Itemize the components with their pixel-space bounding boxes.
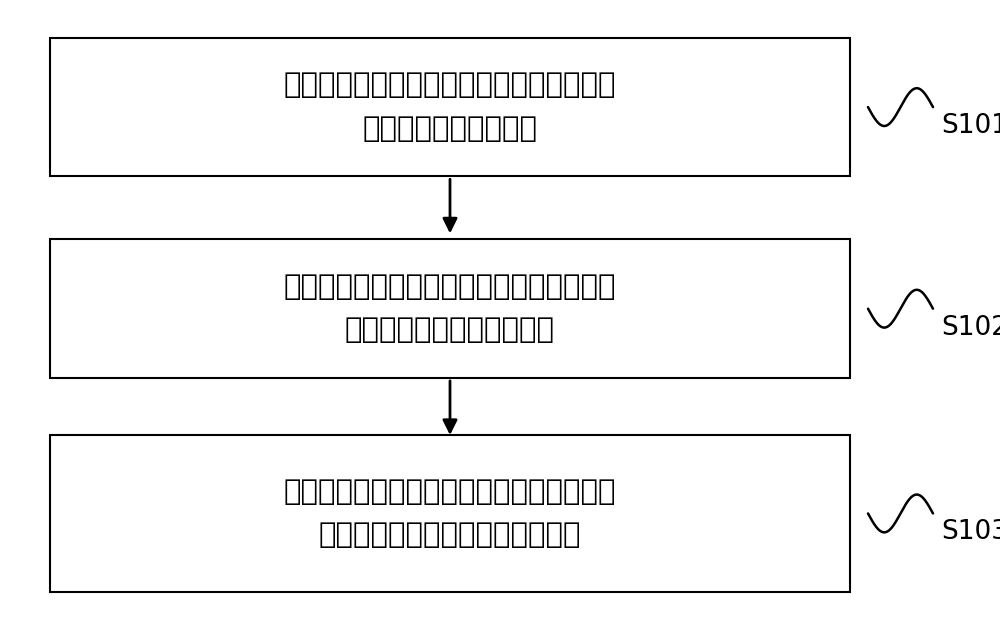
- Text: S101: S101: [941, 113, 1000, 139]
- Bar: [50, 239, 850, 378]
- Text: 在闭合进线开关对应的动合节点之后，触发
电容器与第一母线断开连接: 在闭合进线开关对应的动合节点之后，触发 电容器与第一母线断开连接: [284, 273, 616, 345]
- Text: 在电容器与第一母线断开连接之后，闭合第
一母线与第二母线之间的母联开关: 在电容器与第一母线断开连接之后，闭合第 一母线与第二母线之间的母联开关: [284, 478, 616, 549]
- Text: S103: S103: [941, 519, 1000, 546]
- Bar: [50, 38, 850, 176]
- Text: S102: S102: [941, 314, 1000, 341]
- Text: 在确定第一母线的进线开关断开后，闭合进
线开关对应的动合节点: 在确定第一母线的进线开关断开后，闭合进 线开关对应的动合节点: [284, 71, 616, 143]
- Bar: [50, 435, 850, 592]
